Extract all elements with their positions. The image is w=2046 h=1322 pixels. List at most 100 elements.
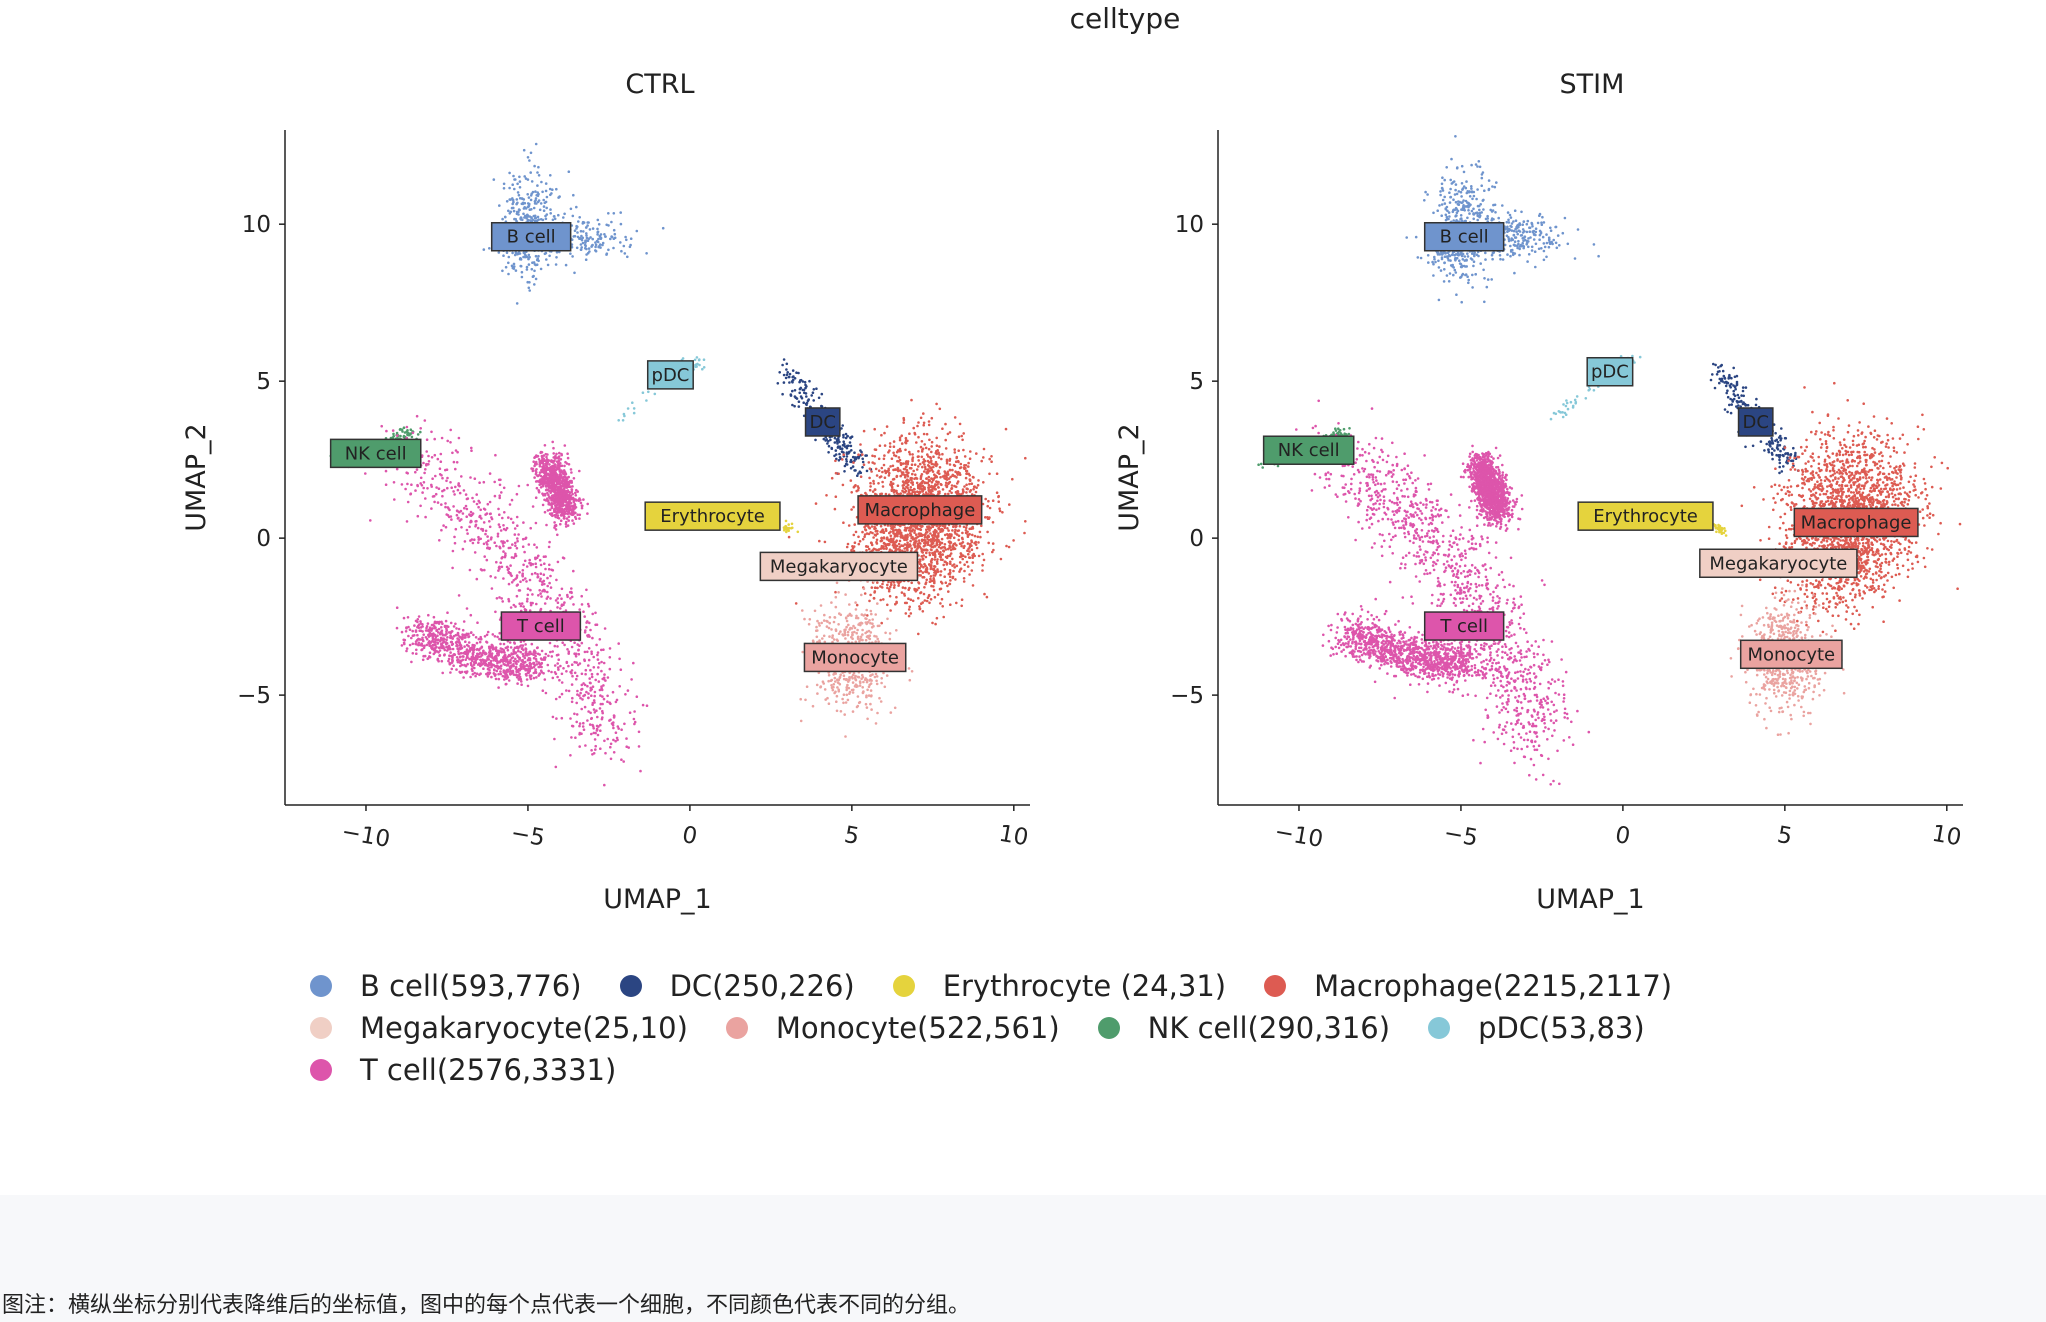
data-point — [931, 477, 934, 481]
data-point — [548, 187, 552, 191]
data-point — [531, 190, 535, 194]
data-point — [525, 678, 529, 681]
data-point — [621, 419, 625, 422]
data-point — [859, 443, 862, 446]
data-point — [562, 216, 565, 219]
data-point — [987, 541, 990, 545]
data-point — [865, 617, 868, 621]
data-point — [930, 445, 933, 448]
data-point — [854, 457, 858, 461]
data-point — [536, 219, 539, 222]
data-point — [965, 472, 968, 476]
data-point — [833, 436, 837, 440]
data-point — [533, 269, 536, 273]
data-point — [874, 640, 877, 643]
data-point — [967, 461, 970, 465]
data-point — [918, 605, 921, 608]
data-point — [962, 577, 966, 580]
data-point — [859, 635, 863, 639]
data-point — [554, 263, 558, 266]
data-point — [513, 187, 516, 191]
data-point — [695, 356, 699, 359]
data-point — [918, 562, 922, 566]
data-point — [899, 492, 903, 495]
data-point — [893, 584, 896, 587]
data-point — [455, 461, 459, 464]
data-point — [834, 453, 838, 456]
data-point — [918, 559, 922, 563]
data-point — [953, 566, 956, 569]
data-point — [930, 579, 934, 583]
data-point — [929, 565, 933, 568]
data-point — [799, 697, 802, 701]
chart-title: celltype — [1070, 2, 1181, 35]
data-point — [951, 468, 954, 472]
data-point — [555, 717, 558, 720]
data-point — [898, 545, 901, 549]
data-point — [925, 551, 928, 555]
data-point — [585, 247, 588, 251]
data-point — [933, 574, 937, 577]
data-point — [529, 198, 533, 202]
data-point — [423, 419, 427, 422]
data-point — [499, 642, 502, 646]
data-point — [518, 186, 522, 189]
data-point — [415, 652, 418, 655]
data-point — [583, 705, 587, 709]
data-point — [898, 447, 902, 451]
data-point — [902, 421, 905, 424]
data-point — [653, 392, 657, 396]
data-point — [855, 614, 858, 618]
data-point — [964, 466, 967, 470]
data-point — [641, 391, 645, 395]
data-point — [943, 560, 947, 563]
data-point — [529, 151, 533, 155]
data-point — [840, 447, 844, 451]
data-point — [816, 692, 819, 695]
data-point — [830, 686, 834, 689]
data-point — [904, 474, 907, 477]
data-point — [488, 500, 492, 504]
data-point — [976, 483, 980, 487]
data-point — [861, 633, 864, 636]
data-point — [948, 544, 951, 548]
data-point — [869, 481, 872, 485]
data-point — [469, 476, 472, 479]
data-point — [522, 521, 525, 524]
data-point — [848, 628, 851, 631]
data-point — [929, 532, 932, 535]
data-point — [873, 455, 877, 458]
data-point — [793, 377, 797, 380]
data-point — [852, 505, 855, 509]
data-point — [502, 524, 505, 527]
data-point — [967, 533, 970, 537]
data-point — [846, 630, 850, 634]
data-point — [844, 637, 847, 640]
data-point — [511, 251, 514, 255]
data-point — [884, 631, 887, 635]
data-point — [938, 466, 942, 469]
data-point — [877, 457, 881, 461]
data-point — [881, 485, 885, 488]
data-point — [793, 395, 797, 398]
data-point — [430, 430, 433, 434]
data-point — [406, 500, 410, 504]
data-point — [820, 392, 824, 396]
data-point — [798, 391, 801, 395]
data-point — [598, 638, 602, 641]
data-point — [940, 537, 944, 541]
data-point — [950, 484, 954, 487]
data-point — [879, 547, 883, 550]
data-point — [965, 483, 968, 487]
data-point — [874, 722, 878, 725]
data-point — [863, 535, 866, 538]
data-point — [861, 537, 865, 541]
data-point — [912, 543, 916, 546]
data-point — [502, 642, 506, 646]
data-point — [553, 737, 556, 741]
data-point — [852, 545, 856, 548]
data-point — [919, 591, 923, 594]
data-point — [892, 530, 895, 533]
data-point — [445, 468, 449, 472]
data-point — [428, 651, 432, 654]
